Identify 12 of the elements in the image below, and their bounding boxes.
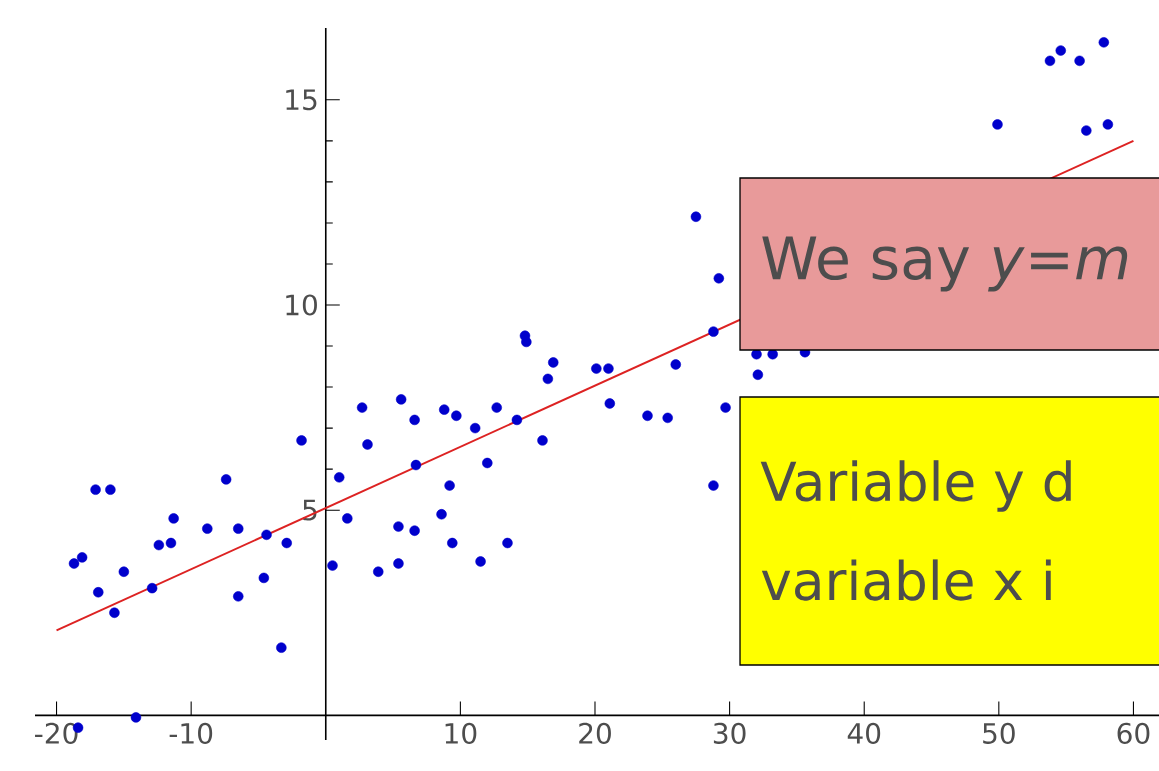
annotation: Variable y d [760, 460, 1071, 512]
x-tick-label: 20 [579, 722, 611, 744]
y-tick-label: 15 [286, 89, 317, 111]
x-tick-label: 60 [1117, 722, 1150, 744]
x-tick-label: -10 [169, 722, 213, 744]
annotation: variable x i [761, 559, 1051, 601]
x-tick-label: 30 [713, 722, 746, 744]
annotation: We say y=m [762, 236, 1128, 292]
x-tick-label: 10 [445, 722, 477, 744]
x-tick-label: 50 [983, 722, 1015, 744]
y-tick-label: 10 [286, 294, 317, 316]
x-tick-label: 40 [847, 722, 881, 744]
